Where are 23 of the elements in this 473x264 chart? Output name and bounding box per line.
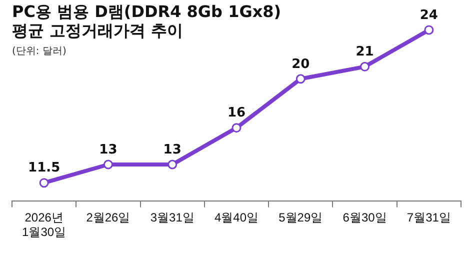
x-tick-label: 2026년 1월30일 <box>22 210 66 240</box>
point <box>360 62 370 72</box>
x-tick-label: 6월30일 <box>342 210 387 225</box>
data-label: 20 <box>292 56 310 72</box>
data-label: 11.5 <box>28 160 60 176</box>
x-tick-label: 7월31일 <box>406 210 451 225</box>
x-tick-label: 2월26일 <box>86 210 130 225</box>
data-label: 13 <box>163 142 182 158</box>
point <box>103 160 113 170</box>
x-tick-label: 4월40일 <box>214 210 259 225</box>
data-label: 24 <box>420 8 438 23</box>
data-label: 16 <box>227 106 246 121</box>
point <box>168 160 178 170</box>
chart-title: PC용 범용 D램(DDR4 8Gb 1Gx8) 평균 고정거래가격 추이 <box>12 2 282 40</box>
data-label: 21 <box>356 44 374 60</box>
data-label: 13 <box>99 142 118 158</box>
point <box>424 25 434 35</box>
x-tick-label: 5월29일 <box>278 210 323 225</box>
text: (단위: 달러) <box>12 45 66 58</box>
point <box>232 123 242 133</box>
point <box>296 74 306 84</box>
point <box>39 178 49 188</box>
x-tick-label: 3월31일 <box>150 210 194 225</box>
